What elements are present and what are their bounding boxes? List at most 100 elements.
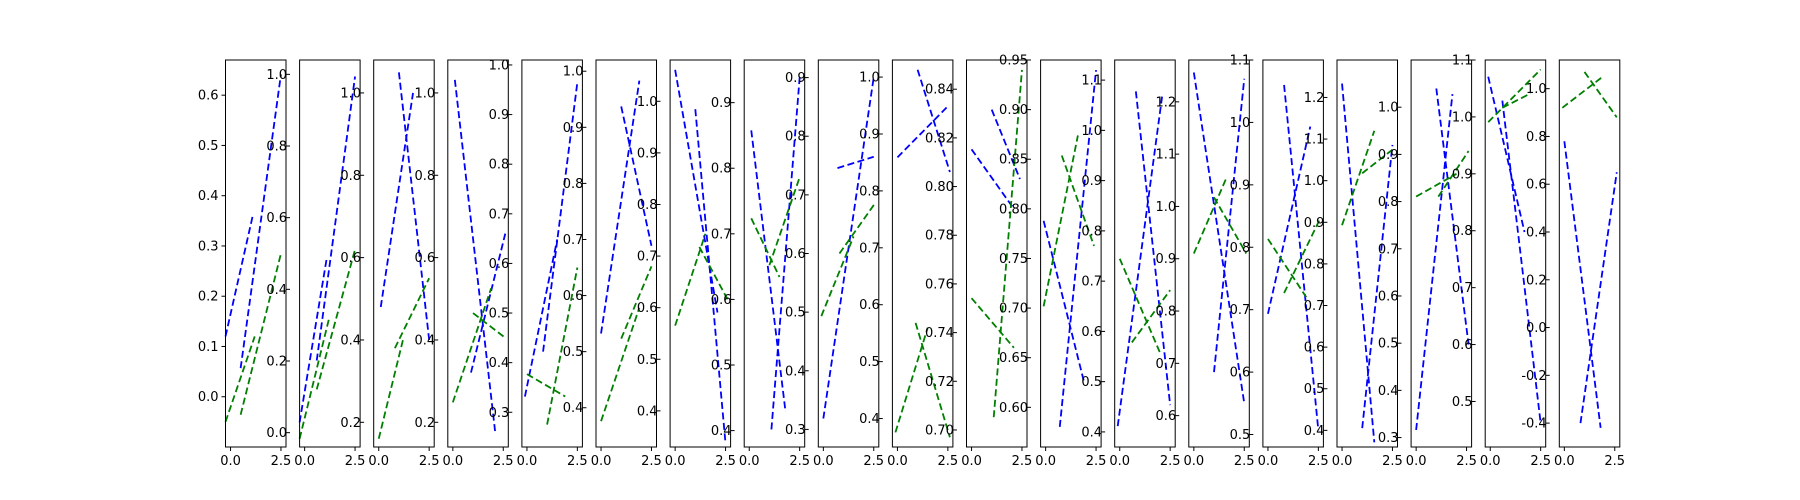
series-line-green [526, 373, 566, 398]
series-line-blue [837, 155, 875, 169]
y-tick-label-right: 1.1 [1452, 54, 1473, 69]
x-tick-label: 0.0 [1480, 454, 1501, 469]
x-tick-label: 2.5 [1530, 454, 1551, 469]
y-tick-label-right: 1.0 [1452, 110, 1473, 125]
series-line-blue [1563, 141, 1602, 429]
x-tick-label: 0.0 [591, 454, 612, 469]
y-tick-label-right: 0.6 [415, 251, 436, 266]
y-tick-label-right: 1.0 [637, 95, 658, 110]
y-tick-label-right: 0.6 [266, 211, 287, 226]
series-line-blue [470, 233, 507, 373]
x-tick-label: 2.5 [419, 454, 440, 469]
series-line-blue [896, 105, 949, 158]
x-tick-label: 0.0 [220, 454, 241, 469]
series-line-blue [398, 72, 431, 341]
series-line-blue [524, 239, 559, 397]
y-tick-label-right: 0.8 [1156, 305, 1177, 320]
x-tick-label: 0.0 [1406, 454, 1427, 469]
x-tick-label: 0.0 [665, 454, 686, 469]
panel-frame [447, 59, 509, 448]
panel-9: 0.0 2.5 0.4 0.5 0.6 0.7 0.8 0.9 1.0 [813, 59, 884, 469]
y-tick-label-right: 0.0 [266, 426, 287, 441]
x-tick-label: 0.0 [887, 454, 908, 469]
panel-frame [225, 59, 287, 448]
y-tick-label-right: 0.9 [1304, 216, 1325, 231]
y-tick-label-right: 0.4 [415, 333, 436, 348]
series-line-green [768, 176, 801, 266]
panel-17: 0.0 2.5 0.5 0.6 0.7 0.8 0.9 1.0 1.1 [1406, 54, 1477, 470]
x-tick-label: 2.5 [1308, 454, 1329, 469]
y-tick-label-right: 0.3 [785, 423, 806, 438]
x-tick-label: 0.0 [1183, 454, 1204, 469]
y-tick-label-right: 0.8 [785, 130, 806, 145]
x-tick-label: 2.5 [938, 454, 959, 469]
series-line-blue [315, 76, 356, 361]
panel-frame [1262, 59, 1324, 448]
y-tick-label-right: 0.7 [489, 207, 510, 222]
series-line-blue [1435, 88, 1470, 345]
series-line-blue [1283, 84, 1320, 431]
series-line-green [451, 287, 493, 403]
y-tick-label-right: 0.8 [859, 184, 880, 199]
x-tick-label: 2.5 [1012, 454, 1033, 469]
y-tick-label-right: 0.6 [785, 247, 806, 262]
y-tick-label-right: 0.6 [1378, 289, 1399, 304]
series-line-green [394, 277, 430, 349]
y-tick-label-right: 0.8 [1081, 224, 1102, 239]
panel-13: 0.0 2.5 0.6 0.7 0.8 0.9 1.0 1.1 1.2 [1109, 59, 1181, 469]
panel-frame [299, 59, 361, 448]
series-line-green [1213, 196, 1248, 254]
series-line-green [377, 339, 404, 439]
y-tick-label-right: 1.1 [1230, 54, 1251, 69]
series-line-blue [1579, 172, 1618, 424]
series-line-blue [1415, 94, 1454, 431]
series-line-blue [990, 109, 1021, 180]
y-tick-label-right: 0.70 [925, 423, 954, 438]
y-tick-label-right: 0.7 [637, 250, 658, 265]
y-tick-label-right: 0.6 [340, 251, 361, 266]
series-line-blue [453, 79, 497, 433]
y-tick-label-right: 0.5 [1081, 375, 1102, 390]
y-tick-label-right: 1.0 [1156, 200, 1177, 215]
x-tick-label: 0.0 [813, 454, 834, 469]
y-tick-label-right: 0.9 [563, 121, 584, 136]
x-tick-label: 2.5 [345, 454, 366, 469]
panel-frame [669, 59, 732, 448]
panel-18: 0.0 2.5 -0.4 -0.2 0.0 0.2 0.4 0.6 0.8 1.0 [1480, 59, 1551, 469]
y-tick-label-right: 0.7 [1081, 275, 1102, 290]
x-tick-label: 0.0 [1035, 454, 1056, 469]
x-tick-label: 0.0 [1554, 454, 1575, 469]
series-line-green [546, 267, 579, 425]
panel-frame [595, 59, 657, 448]
series-line-green [1193, 178, 1227, 254]
y-tick-label-right: 1.1 [1081, 74, 1102, 89]
y-tick-label-right: 0.5 [1230, 428, 1251, 443]
x-tick-label: 2.5 [715, 454, 736, 469]
series-line-blue [379, 92, 414, 308]
series-line-green [1341, 130, 1376, 226]
series-line-green [1415, 173, 1457, 198]
y-tick-label-right: 0.9 [637, 146, 658, 161]
y-tick-label-right: 1.2 [1156, 95, 1177, 110]
y-tick-label-right: 0.4 [1081, 425, 1102, 440]
series-line-blue [224, 215, 254, 337]
panel-16: 0.0 2.5 0.3 0.4 0.5 0.6 0.7 0.8 0.9 1.0 [1332, 59, 1403, 469]
series-line-green [472, 312, 506, 339]
y-tick-label-right: 0.5 [489, 307, 510, 322]
series-line-green [970, 297, 1015, 349]
y-tick-label-right: 0.95 [999, 54, 1028, 69]
series-line-blue [1192, 72, 1246, 404]
panel-frame [1410, 59, 1473, 448]
y-tick-label-right: 0.6 [1452, 338, 1473, 353]
y-tick-label-right: 0.2 [415, 416, 436, 431]
series-line-blue [1361, 144, 1394, 429]
series-line-blue [620, 106, 653, 246]
series-line-blue [542, 82, 579, 352]
y-tick-label-right: 0.4 [711, 424, 732, 439]
series-line-green [1487, 68, 1542, 123]
x-tick-label: 0.0 [1258, 454, 1279, 469]
y-tick-label-right: 0.4 [563, 401, 584, 416]
y-tick-label-right: 0.90 [999, 103, 1028, 118]
series-line-blue [1267, 126, 1312, 315]
y-tick-label-right: 0.80 [925, 180, 954, 195]
